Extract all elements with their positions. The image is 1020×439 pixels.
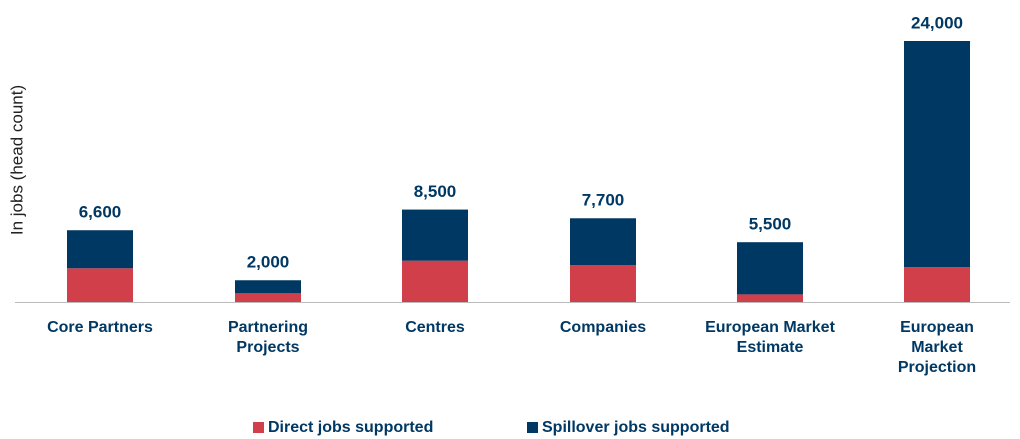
bar-segment [235, 280, 301, 294]
total-label: 24,000 [911, 13, 963, 32]
bar-segment [904, 41, 970, 268]
bar-segment [402, 260, 468, 302]
bar-segment [402, 209, 468, 261]
x-tick-label: Core Partners [47, 319, 153, 336]
x-tick-label: Partnering Projects [227, 319, 308, 356]
total-label: 7,700 [582, 191, 625, 210]
total-label: 2,000 [247, 253, 290, 272]
legend-swatch [527, 422, 538, 433]
legend-label: Spillover jobs supported [542, 419, 730, 436]
bar-segment [904, 267, 970, 302]
bar-segment [737, 294, 803, 302]
bar-segment [737, 242, 803, 295]
bar-segment [67, 230, 133, 269]
total-label: 6,600 [79, 203, 122, 222]
total-label: 5,500 [749, 215, 792, 234]
x-tick-label: European Market Projection [897, 319, 977, 376]
total-label: 8,500 [414, 182, 457, 201]
bar-segment [570, 265, 636, 302]
bar-segment [235, 293, 301, 302]
x-tick-label: European Market Estimate [705, 319, 835, 356]
bar-segment [570, 218, 636, 266]
x-tick-label: Companies [559, 319, 647, 336]
bar-segment [67, 268, 133, 302]
x-tick-label: Centres [405, 319, 465, 336]
legend-swatch [253, 422, 264, 433]
y-axis-label: In jobs (head count) [7, 85, 26, 235]
legend-label: Direct jobs supported [268, 419, 433, 436]
